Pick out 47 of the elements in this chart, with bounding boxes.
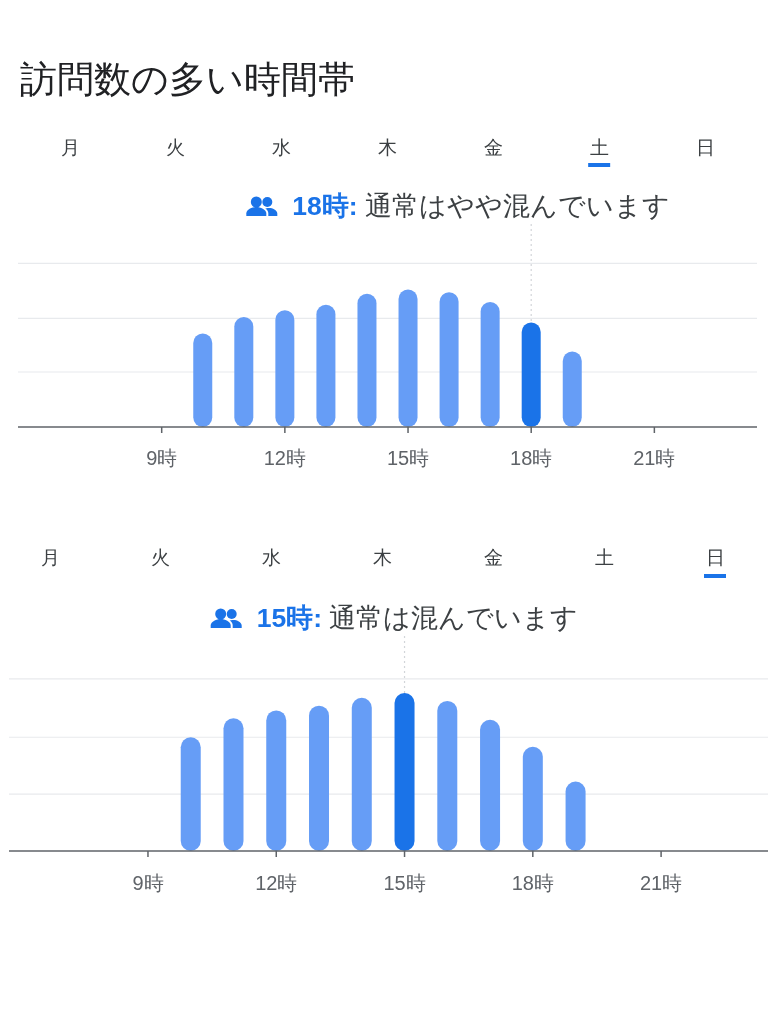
x-tick-label: 12時 [255, 872, 298, 894]
chart-title: 訪問数の多い時間帯 [20, 58, 355, 100]
text: 木 [378, 136, 397, 158]
bar [565, 781, 586, 851]
x-tick-label: 9時 [146, 447, 178, 469]
text: 水 [262, 546, 282, 568]
bar [522, 746, 543, 851]
text: 金 [483, 136, 503, 158]
text: 金 [483, 546, 503, 568]
bar [398, 289, 418, 427]
x-tick-label: 15時 [383, 872, 426, 894]
text: 15時: 通常は混んでいます [256, 603, 579, 633]
x-tick-label: 18時 [511, 872, 554, 894]
bar [266, 710, 287, 851]
x-tick-label: 18時 [510, 447, 553, 469]
bar [521, 322, 541, 427]
text: 木 [373, 546, 392, 568]
bar [180, 737, 201, 851]
x-tick-label: 21時 [639, 872, 683, 894]
x-tick-label: 9時 [132, 872, 164, 894]
bar [351, 697, 372, 851]
text: 月 [60, 136, 80, 158]
text: 月 [40, 546, 60, 568]
x-tick-label: 12時 [263, 447, 306, 469]
bar [316, 304, 336, 427]
text: 火 [151, 546, 171, 568]
text: 日 [695, 136, 715, 158]
x-tick-label: 15時 [386, 447, 430, 469]
text: 火 [166, 136, 186, 158]
text: 日 [705, 546, 725, 568]
bar [357, 293, 377, 427]
text: 水 [272, 136, 292, 158]
x-tick-label: 21時 [633, 447, 676, 469]
bar [480, 719, 501, 851]
bar [223, 718, 244, 851]
bar [562, 351, 582, 427]
bar [234, 317, 254, 427]
bar [439, 292, 459, 427]
bar [480, 301, 500, 427]
text: 土 [589, 136, 609, 158]
bar [275, 310, 295, 427]
bar [193, 333, 213, 427]
bar [309, 705, 330, 851]
bar [394, 693, 415, 851]
bar [437, 700, 458, 851]
text: 土 [594, 546, 614, 568]
text: 18時: 通常はやや混んでいます [292, 191, 670, 221]
